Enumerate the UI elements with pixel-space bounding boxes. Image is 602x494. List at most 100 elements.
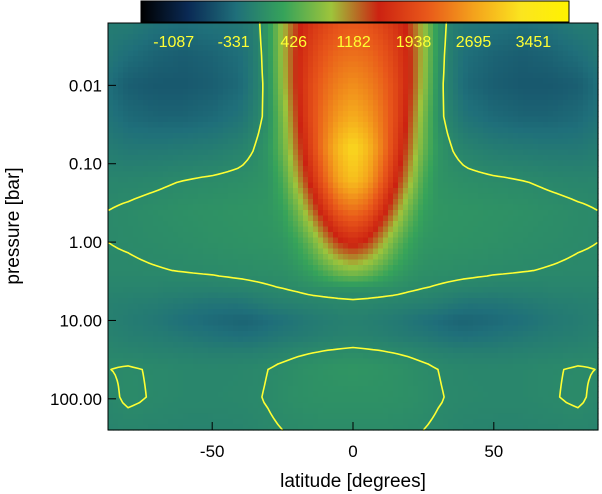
heatmap-cell: [343, 144, 349, 151]
heatmap-cell: [248, 210, 254, 217]
heatmap-cell: [173, 155, 179, 162]
heatmap-cell: [133, 215, 139, 222]
heatmap-cell: [438, 116, 444, 123]
heatmap-cell: [203, 127, 209, 134]
heatmap-cell: [378, 72, 384, 79]
heatmap-cell: [333, 232, 339, 239]
heatmap-cell: [438, 270, 444, 277]
heatmap-cell: [503, 138, 509, 145]
heatmap-cell: [258, 243, 264, 250]
heatmap-cell: [153, 270, 159, 277]
heatmap-cell: [498, 287, 504, 294]
heatmap-cell: [378, 78, 384, 85]
heatmap-cell: [233, 248, 239, 255]
heatmap-cell: [263, 155, 269, 162]
heatmap-cell: [308, 298, 314, 305]
heatmap-cell: [418, 221, 424, 228]
heatmap-cell: [328, 144, 334, 151]
heatmap-cell: [438, 182, 444, 189]
heatmap-cell: [138, 61, 144, 68]
heatmap-cell: [493, 221, 499, 228]
heatmap-cell: [368, 237, 374, 244]
heatmap-cell: [458, 177, 464, 184]
heatmap-cell: [148, 204, 154, 211]
heatmap-cell: [143, 232, 149, 239]
heatmap-cell: [153, 45, 159, 52]
heatmap-cell: [108, 67, 114, 74]
heatmap-cell: [333, 83, 339, 90]
heatmap-cell: [258, 281, 264, 288]
heatmap-cell: [148, 210, 154, 217]
heatmap-cell: [508, 144, 514, 151]
heatmap-cell: [478, 204, 484, 211]
heatmap-cell: [238, 188, 244, 195]
heatmap-cell: [203, 122, 209, 129]
heatmap-cell: [238, 116, 244, 123]
heatmap-cell: [283, 210, 289, 217]
heatmap-cell: [338, 50, 344, 57]
heatmap-cell: [458, 72, 464, 79]
heatmap-cell: [533, 171, 539, 178]
heatmap-cell: [193, 171, 199, 178]
heatmap-cell: [403, 50, 409, 57]
heatmap-cell: [303, 215, 309, 222]
heatmap-cell: [153, 210, 159, 217]
heatmap-cell: [178, 210, 184, 217]
heatmap-cell: [208, 127, 214, 134]
heatmap-cell: [453, 138, 459, 145]
heatmap-cell: [108, 50, 114, 57]
heatmap-cell: [403, 276, 409, 283]
heatmap-cell: [178, 221, 184, 228]
heatmap-cell: [203, 89, 209, 96]
heatmap-cell: [198, 78, 204, 85]
heatmap-cell: [218, 45, 224, 52]
heatmap-cell: [503, 248, 509, 255]
heatmap-cell: [208, 226, 214, 233]
heatmap-cell: [263, 292, 269, 299]
heatmap-cell: [253, 237, 259, 244]
heatmap-cell: [128, 155, 134, 162]
heatmap-cell: [143, 188, 149, 195]
heatmap-cell: [558, 166, 564, 173]
heatmap-cell: [428, 94, 434, 101]
heatmap-cell: [278, 182, 284, 189]
heatmap-cell: [393, 160, 399, 167]
heatmap-cell: [458, 50, 464, 57]
heatmap-cell: [513, 116, 519, 123]
heatmap-cell: [288, 237, 294, 244]
heatmap-cell: [558, 105, 564, 112]
heatmap-cell: [138, 67, 144, 74]
heatmap-cell: [478, 160, 484, 167]
heatmap-cell: [323, 248, 329, 255]
heatmap-cell: [338, 171, 344, 178]
heatmap-cell: [543, 166, 549, 173]
heatmap-cell: [268, 193, 274, 200]
heatmap-cell: [133, 171, 139, 178]
heatmap-cell: [328, 45, 334, 52]
heatmap-cell: [138, 149, 144, 156]
heatmap-cell: [243, 270, 249, 277]
heatmap-cell: [328, 111, 334, 118]
heatmap-cell: [138, 78, 144, 85]
heatmap-cell: [133, 232, 139, 239]
heatmap-cell: [178, 111, 184, 118]
heatmap-cell: [303, 116, 309, 123]
heatmap-cell: [563, 67, 569, 74]
heatmap-cell: [148, 237, 154, 244]
heatmap-cell: [308, 61, 314, 68]
heatmap-cell: [173, 215, 179, 222]
heatmap-cell: [438, 72, 444, 79]
heatmap-cell: [368, 199, 374, 206]
heatmap-cell: [303, 67, 309, 74]
heatmap-cell: [348, 149, 354, 156]
heatmap-cell: [553, 155, 559, 162]
heatmap-cell: [198, 193, 204, 200]
heatmap-cell: [338, 138, 344, 145]
heatmap-cell: [218, 149, 224, 156]
heatmap-cell: [233, 50, 239, 57]
heatmap-cell: [238, 232, 244, 239]
heatmap-cell: [263, 270, 269, 277]
heatmap-cell: [508, 166, 514, 173]
heatmap-cell: [478, 67, 484, 74]
heatmap-cell: [568, 232, 574, 239]
